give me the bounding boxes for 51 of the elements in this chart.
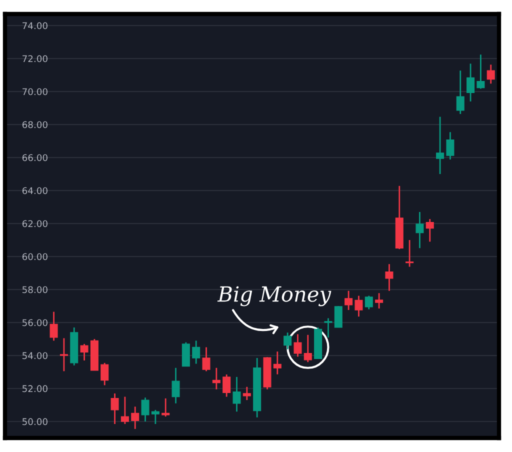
- candlestick: [446, 131, 454, 160]
- candlestick: [172, 367, 180, 404]
- candlestick: [466, 62, 475, 102]
- candlestick: [232, 376, 241, 412]
- candlestick: [324, 318, 332, 338]
- candlestick: [456, 70, 464, 115]
- candlestick: [202, 346, 210, 372]
- candlestick: [294, 334, 302, 358]
- candlestick: [426, 218, 434, 242]
- candlestick: [182, 342, 190, 367]
- candlestick: [151, 409, 160, 425]
- candlestick: [212, 367, 220, 390]
- candlestick: [284, 332, 292, 350]
- candlestick: [375, 292, 384, 310]
- candlestick: [131, 406, 140, 430]
- annotation: Big Money: [217, 286, 332, 306]
- y-tick-label: 72.00: [22, 55, 48, 62]
- y-tick-label: 52.00: [22, 385, 48, 392]
- candlestick: [110, 392, 119, 425]
- candlestick: [354, 295, 363, 318]
- candlestick: [141, 396, 150, 422]
- candlestick: [100, 362, 109, 386]
- candlestick: [242, 386, 251, 401]
- y-tick-label: 60.00: [22, 253, 48, 260]
- candlestick: [120, 396, 129, 425]
- y-tick-label: 70.00: [22, 88, 48, 96]
- y-tick-label: 66.00: [22, 154, 48, 162]
- candlestick: [364, 295, 373, 310]
- y-tick-label: 54.00: [22, 352, 48, 360]
- candlestick: [304, 334, 312, 363]
- candlestick: [192, 340, 200, 364]
- candlestick: [486, 64, 495, 84]
- y-tick-label: 74.00: [22, 22, 48, 30]
- candlestick: [273, 350, 282, 376]
- candlestick: [406, 239, 414, 268]
- candlestick: [80, 343, 88, 362]
- y-tick-label: 58.00: [22, 286, 48, 294]
- candlestick: [385, 263, 394, 292]
- y-tick-label: 68.00: [22, 121, 48, 128]
- y-tick-label: 62.00: [22, 220, 48, 228]
- candlestick: [334, 305, 342, 328]
- candlestick: [222, 374, 231, 398]
- candlestick: [60, 337, 68, 372]
- candlestick: [344, 290, 353, 311]
- candlestick: [476, 54, 485, 90]
- y-tick-label: 56.00: [22, 319, 48, 326]
- candlestick: [436, 116, 444, 175]
- y-tick-label: 64.00: [22, 187, 48, 194]
- candlestick: [50, 311, 58, 342]
- y-tick-label: 50.00: [22, 418, 48, 426]
- candlestick: [416, 211, 424, 249]
